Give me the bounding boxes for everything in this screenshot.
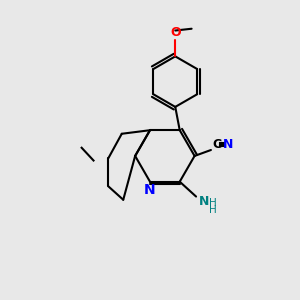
Text: H: H <box>209 205 217 215</box>
Text: N: N <box>199 194 209 208</box>
Text: H: H <box>209 198 217 208</box>
Text: N: N <box>144 183 156 197</box>
Text: C: C <box>212 138 221 151</box>
Text: N: N <box>223 138 233 151</box>
Text: O: O <box>170 26 181 38</box>
